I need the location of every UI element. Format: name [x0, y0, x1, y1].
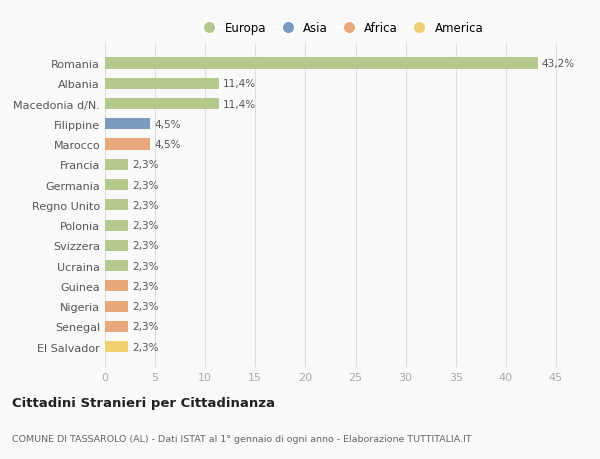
Text: 4,5%: 4,5% — [154, 119, 181, 129]
Text: 2,3%: 2,3% — [132, 281, 158, 291]
Bar — [105, 220, 128, 231]
Text: 2,3%: 2,3% — [132, 342, 158, 352]
Bar — [105, 261, 128, 272]
Bar — [105, 58, 538, 69]
Bar — [105, 240, 128, 252]
Text: 2,3%: 2,3% — [132, 180, 158, 190]
Text: 2,3%: 2,3% — [132, 261, 158, 271]
Bar — [105, 321, 128, 332]
Bar — [105, 301, 128, 312]
Bar — [105, 200, 128, 211]
Bar — [105, 99, 219, 110]
Legend: Europa, Asia, Africa, America: Europa, Asia, Africa, America — [193, 17, 488, 39]
Text: 2,3%: 2,3% — [132, 302, 158, 312]
Bar — [105, 179, 128, 191]
Text: COMUNE DI TASSAROLO (AL) - Dati ISTAT al 1° gennaio di ogni anno - Elaborazione : COMUNE DI TASSAROLO (AL) - Dati ISTAT al… — [12, 434, 472, 442]
Text: 43,2%: 43,2% — [542, 59, 575, 69]
Bar — [105, 341, 128, 353]
Bar — [105, 119, 150, 130]
Bar — [105, 139, 150, 150]
Text: 2,3%: 2,3% — [132, 221, 158, 230]
Text: 11,4%: 11,4% — [223, 99, 256, 109]
Text: 2,3%: 2,3% — [132, 201, 158, 210]
Text: 4,5%: 4,5% — [154, 140, 181, 150]
Text: Cittadini Stranieri per Cittadinanza: Cittadini Stranieri per Cittadinanza — [12, 396, 275, 409]
Text: 2,3%: 2,3% — [132, 241, 158, 251]
Text: 2,3%: 2,3% — [132, 160, 158, 170]
Bar — [105, 281, 128, 292]
Text: 2,3%: 2,3% — [132, 322, 158, 332]
Bar — [105, 78, 219, 90]
Bar — [105, 159, 128, 171]
Text: 11,4%: 11,4% — [223, 79, 256, 89]
